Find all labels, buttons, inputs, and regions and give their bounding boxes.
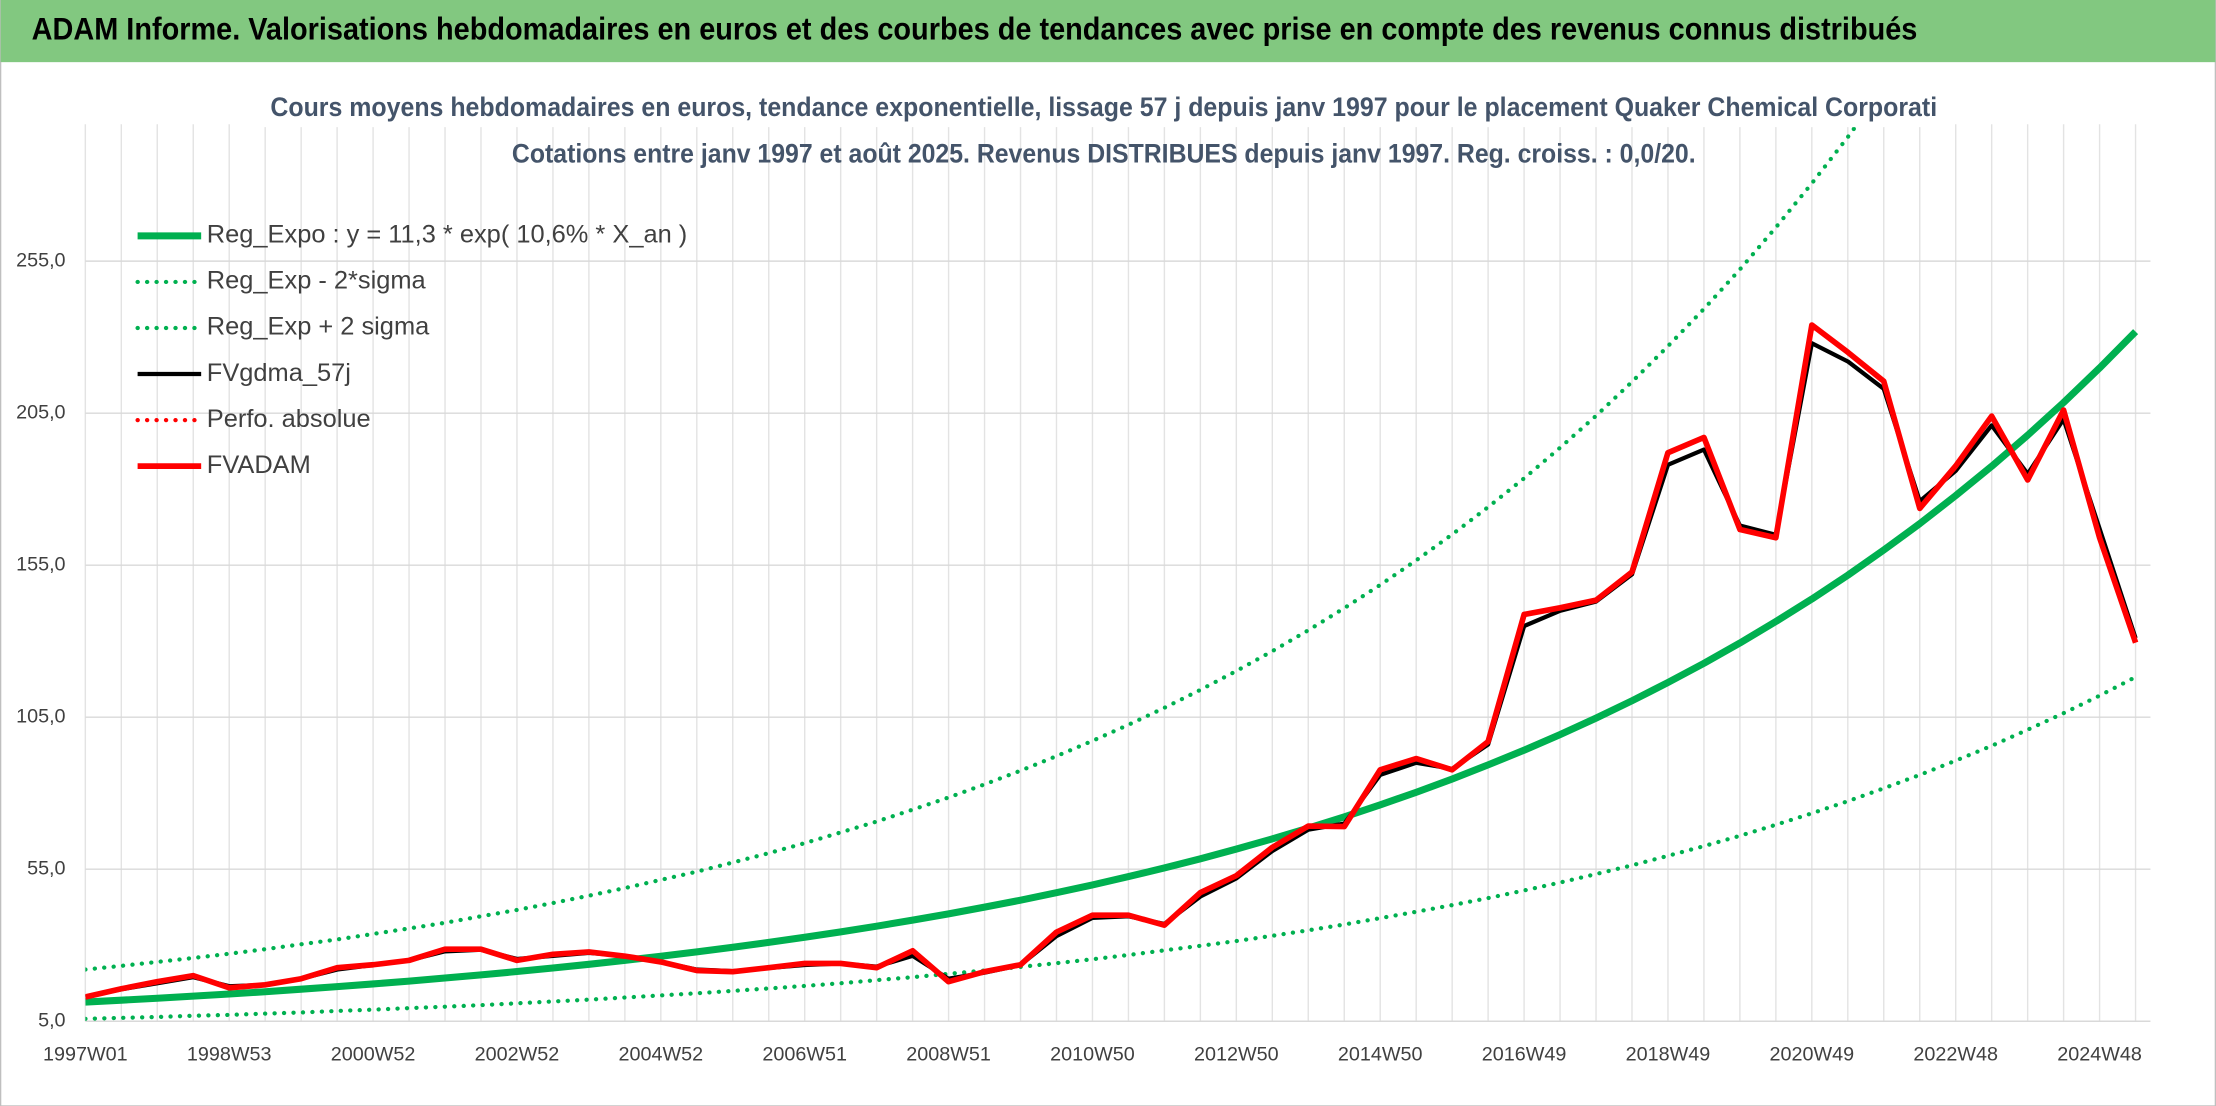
x-tick-label: 2024W48	[2057, 1043, 2142, 1065]
x-tick-label: 1998W53	[187, 1043, 272, 1065]
x-tick-label: 2016W49	[1482, 1043, 1567, 1065]
x-tick-label: 2022W48	[1913, 1043, 1998, 1065]
x-tick-label: 2018W49	[1626, 1043, 1711, 1065]
series-line	[85, 329, 2139, 1006]
x-tick-label: 1997W01	[43, 1043, 128, 1065]
series-line	[85, 322, 2139, 1000]
x-tick-label: 2008W51	[906, 1043, 991, 1065]
header-bar	[0, 0, 2216, 63]
legend-label: Perfo. absolue	[207, 405, 371, 433]
y-tick-label: 205,0	[16, 401, 65, 423]
legend-label: Reg_Expo : y = 11,3 * exp( 10,6% * X_an …	[207, 221, 687, 249]
chart-title: Cours moyens hebdomadaires en euros, ten…	[270, 92, 1937, 122]
series-line	[85, 674, 2138, 1021]
y-tick-label: 105,0	[16, 705, 65, 727]
y-tick-label: 55,0	[27, 857, 65, 879]
x-tick-label: 2002W52	[475, 1043, 560, 1065]
title-bg	[261, 90, 1946, 128]
header-title: ADAM Informe. Valorisations hebdomadaire…	[32, 11, 1918, 46]
legend-label: Reg_Exp - 2*sigma	[207, 267, 427, 295]
chart-subtitle: Cotations entre janv 1997 et août 2025. …	[512, 138, 1696, 168]
legend-label: Reg_Exp + 2 sigma	[207, 313, 430, 341]
y-tick-label: 255,0	[16, 249, 65, 271]
x-tick-label: 2020W49	[1770, 1043, 1855, 1065]
x-tick-label: 2012W50	[1194, 1043, 1279, 1065]
x-tick-label: 2014W50	[1338, 1043, 1423, 1065]
x-tick-label: 2000W52	[331, 1043, 416, 1065]
y-tick-label: 155,0	[16, 553, 65, 575]
y-tick-label: 5,0	[38, 1009, 65, 1031]
x-tick-label: 2006W51	[762, 1043, 847, 1065]
legend-label: FVADAM	[207, 451, 311, 479]
x-tick-label: 2004W52	[619, 1043, 704, 1065]
legend-label: FVgdma_57j	[207, 359, 351, 387]
x-tick-label: 2010W50	[1050, 1043, 1135, 1065]
